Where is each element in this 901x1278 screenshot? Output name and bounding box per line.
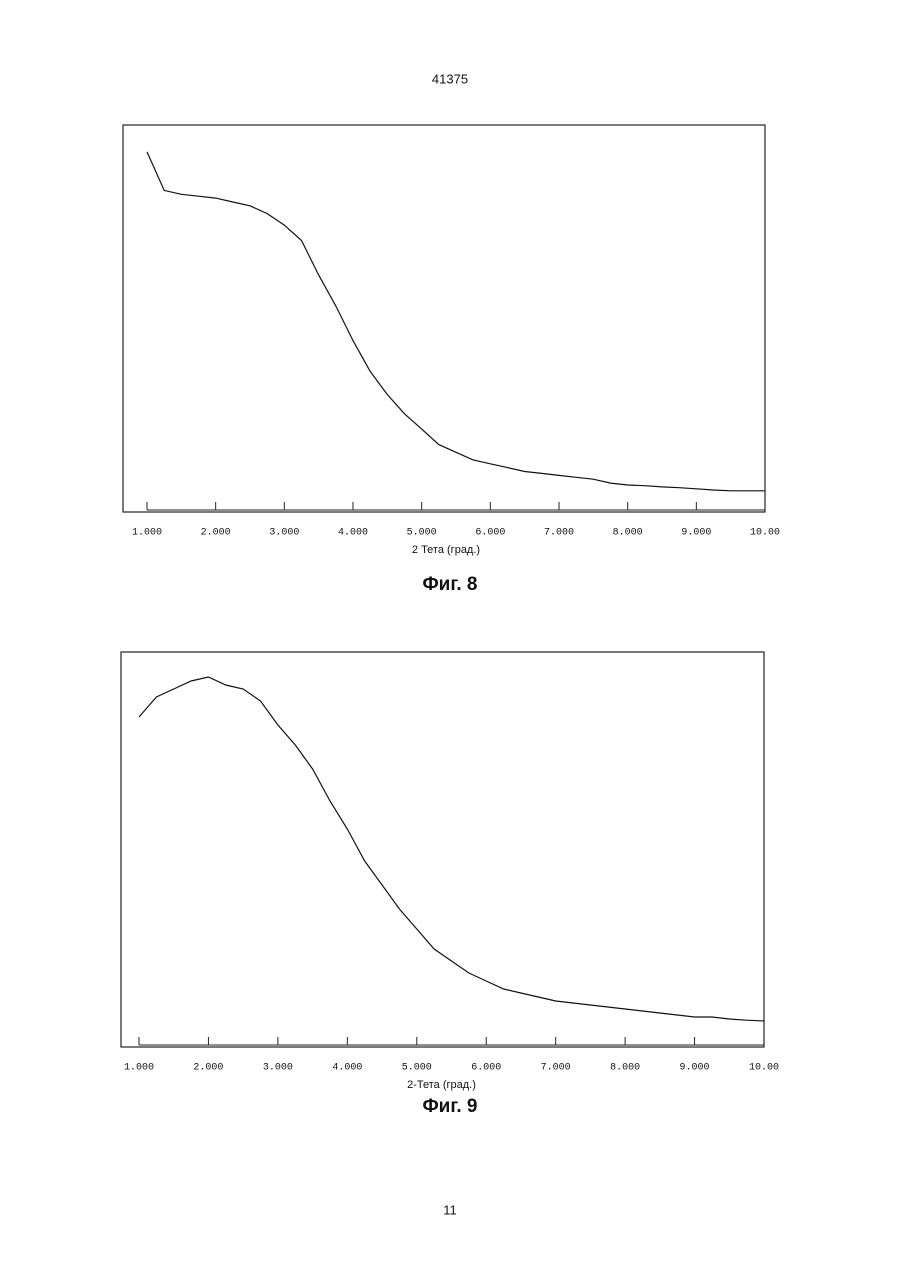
data-line	[139, 677, 764, 1021]
x-tick-label: 5.000	[407, 528, 437, 539]
x-tick-label: 8.000	[613, 528, 643, 539]
x-tick-label: 6.000	[475, 528, 505, 539]
document-number: 41375	[432, 71, 468, 86]
x-tick-label: 9.000	[680, 1063, 710, 1074]
x-tick-label: 2.000	[201, 528, 231, 539]
x-tick-label: 1.000	[132, 528, 162, 539]
x-tick-label: 8.000	[610, 1063, 640, 1074]
data-line	[147, 152, 765, 491]
plot-frame	[121, 652, 764, 1047]
x-tick-label: 4.000	[338, 528, 368, 539]
x-axis-label: 2-Тета (град.)	[407, 1079, 476, 1091]
x-tick-label: 2.000	[193, 1063, 223, 1074]
page-number: 11	[443, 1202, 457, 1217]
x-tick-label: 3.000	[263, 1063, 293, 1074]
figure-caption: Фиг. 9	[422, 1096, 477, 1117]
x-tick-label: 3.000	[269, 528, 299, 539]
x-tick-label: 9.000	[681, 528, 711, 539]
x-tick-label: 10.00	[750, 528, 780, 539]
x-tick-label: 5.000	[402, 1063, 432, 1074]
x-tick-label: 7.000	[544, 528, 574, 539]
x-tick-label: 6.000	[471, 1063, 501, 1074]
x-tick-label: 1.000	[124, 1063, 154, 1074]
figure-caption: Фиг. 8	[422, 574, 477, 595]
plot-frame	[123, 125, 765, 512]
x-axis-label: 2 Тета (град.)	[412, 544, 480, 556]
x-tick-label: 7.000	[541, 1063, 571, 1074]
x-tick-label: 4.000	[332, 1063, 362, 1074]
x-tick-label: 10.00	[749, 1063, 779, 1074]
page: 41375 11 1.000 2.000 3.000 4.000 5.000 6.000 7…	[0, 0, 901, 1273]
